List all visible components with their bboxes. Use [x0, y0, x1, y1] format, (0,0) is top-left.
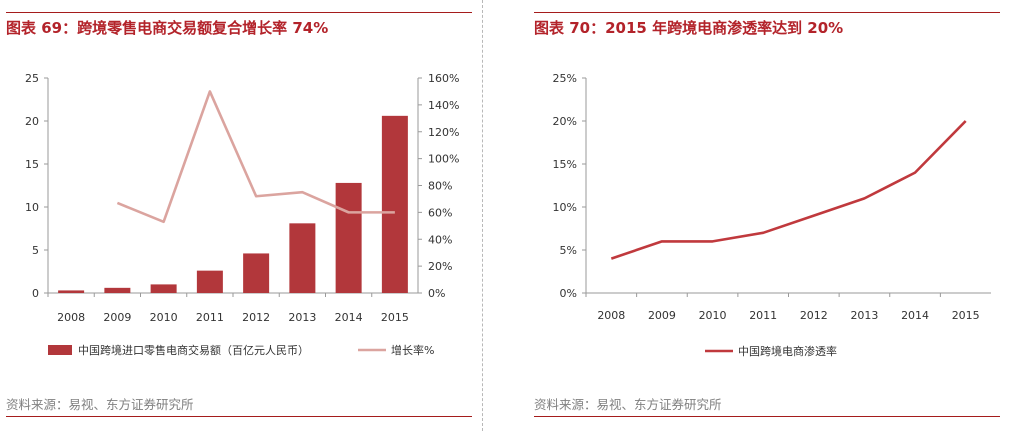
- x-tick-label: 2011: [196, 311, 224, 324]
- bottom-rule: [6, 416, 472, 417]
- y-tick-label: 0%: [560, 287, 577, 300]
- source-note: 资料来源：易视、东方证券研究所: [534, 397, 722, 412]
- bar-trade-volume: [196, 270, 223, 293]
- panel-divider: [482, 0, 483, 431]
- left-tick-label: 15: [25, 158, 39, 171]
- y-tick-label: 10%: [553, 201, 577, 214]
- bar-trade-volume: [335, 182, 362, 293]
- right-tick-label: 100%: [428, 153, 459, 166]
- legend-label-line: 中国跨境电商渗透率: [738, 344, 837, 358]
- right-tick-label: 160%: [428, 72, 459, 85]
- bottom-rule: [534, 416, 1000, 417]
- x-tick-label: 2009: [648, 309, 676, 322]
- x-tick-label: 2009: [103, 311, 131, 324]
- bar-trade-volume: [104, 287, 131, 293]
- left-tick-label: 25: [25, 72, 39, 85]
- right-tick-label: 120%: [428, 126, 459, 139]
- left-tick-label: 10: [25, 201, 39, 214]
- right-tick-label: 140%: [428, 99, 459, 112]
- top-rule: [6, 12, 472, 13]
- x-tick-label: 2011: [749, 309, 777, 322]
- top-rule: [534, 12, 1000, 13]
- y-tick-label: 25%: [553, 72, 577, 85]
- chart-panel-69: 图表 69：跨境零售电商交易额复合增长率 74% 0 5 10 15 20 25 0% 20%…: [0, 0, 478, 431]
- legend-label-line: 增长率%: [391, 343, 434, 357]
- bar-trade-volume: [150, 284, 177, 293]
- bar-trade-volume: [381, 115, 408, 293]
- x-tick-label: 2015: [952, 309, 980, 322]
- x-tick-label: 2008: [57, 311, 85, 324]
- line-growth-rate: [116, 90, 395, 224]
- left-tick-label: 20: [25, 115, 39, 128]
- line-penetration-rate: [610, 120, 967, 260]
- right-tick-label: 0%: [428, 287, 445, 300]
- x-tick-label: 2010: [699, 309, 727, 322]
- right-tick-label: 60%: [428, 206, 452, 219]
- y-tick-label: 5%: [560, 244, 577, 257]
- x-tick-label: 2014: [901, 309, 929, 322]
- chart-panel-70: 图表 70：2015 年跨境电商渗透率达到 20% 0% 5% 10% 15% 20% 2…: [528, 0, 1006, 431]
- chart-70-canvas: 0% 5% 10% 15% 20% 25% 2008 2009 2010 2011 2012 2013…: [553, 72, 991, 358]
- x-tick-label: 2014: [335, 311, 363, 324]
- x-tick-label: 2012: [800, 309, 828, 322]
- bar-trade-volume: [58, 290, 85, 293]
- source-note: 资料来源：易视、东方证券研究所: [6, 397, 194, 412]
- left-tick-label: 5: [32, 244, 39, 257]
- y-tick-label: 20%: [553, 115, 577, 128]
- right-tick-label: 40%: [428, 233, 452, 246]
- left-tick-label: 0: [32, 287, 39, 300]
- right-tick-label: 80%: [428, 180, 452, 193]
- chart-title: 图表 69：跨境零售电商交易额复合增长率 74%: [6, 19, 329, 37]
- y-tick-label: 15%: [553, 158, 577, 171]
- legend-swatch-bar: [48, 345, 72, 355]
- right-tick-label: 20%: [428, 260, 452, 273]
- x-tick-label: 2015: [381, 311, 409, 324]
- bar-trade-volume: [243, 253, 270, 293]
- legend-label-bar: 中国跨境进口零售电商交易额（百亿元人民币）: [78, 343, 309, 357]
- x-tick-label: 2013: [288, 311, 316, 324]
- chart-title: 图表 70：2015 年跨境电商渗透率达到 20%: [534, 19, 844, 37]
- x-tick-label: 2013: [850, 309, 878, 322]
- x-tick-label: 2012: [242, 311, 270, 324]
- chart-69-canvas: 0 5 10 15 20 25 0% 20% 40% 60% 80% 100% 120% 140% 160%…: [25, 72, 459, 357]
- x-tick-label: 2008: [597, 309, 625, 322]
- x-tick-label: 2010: [150, 311, 178, 324]
- bar-trade-volume: [289, 223, 316, 293]
